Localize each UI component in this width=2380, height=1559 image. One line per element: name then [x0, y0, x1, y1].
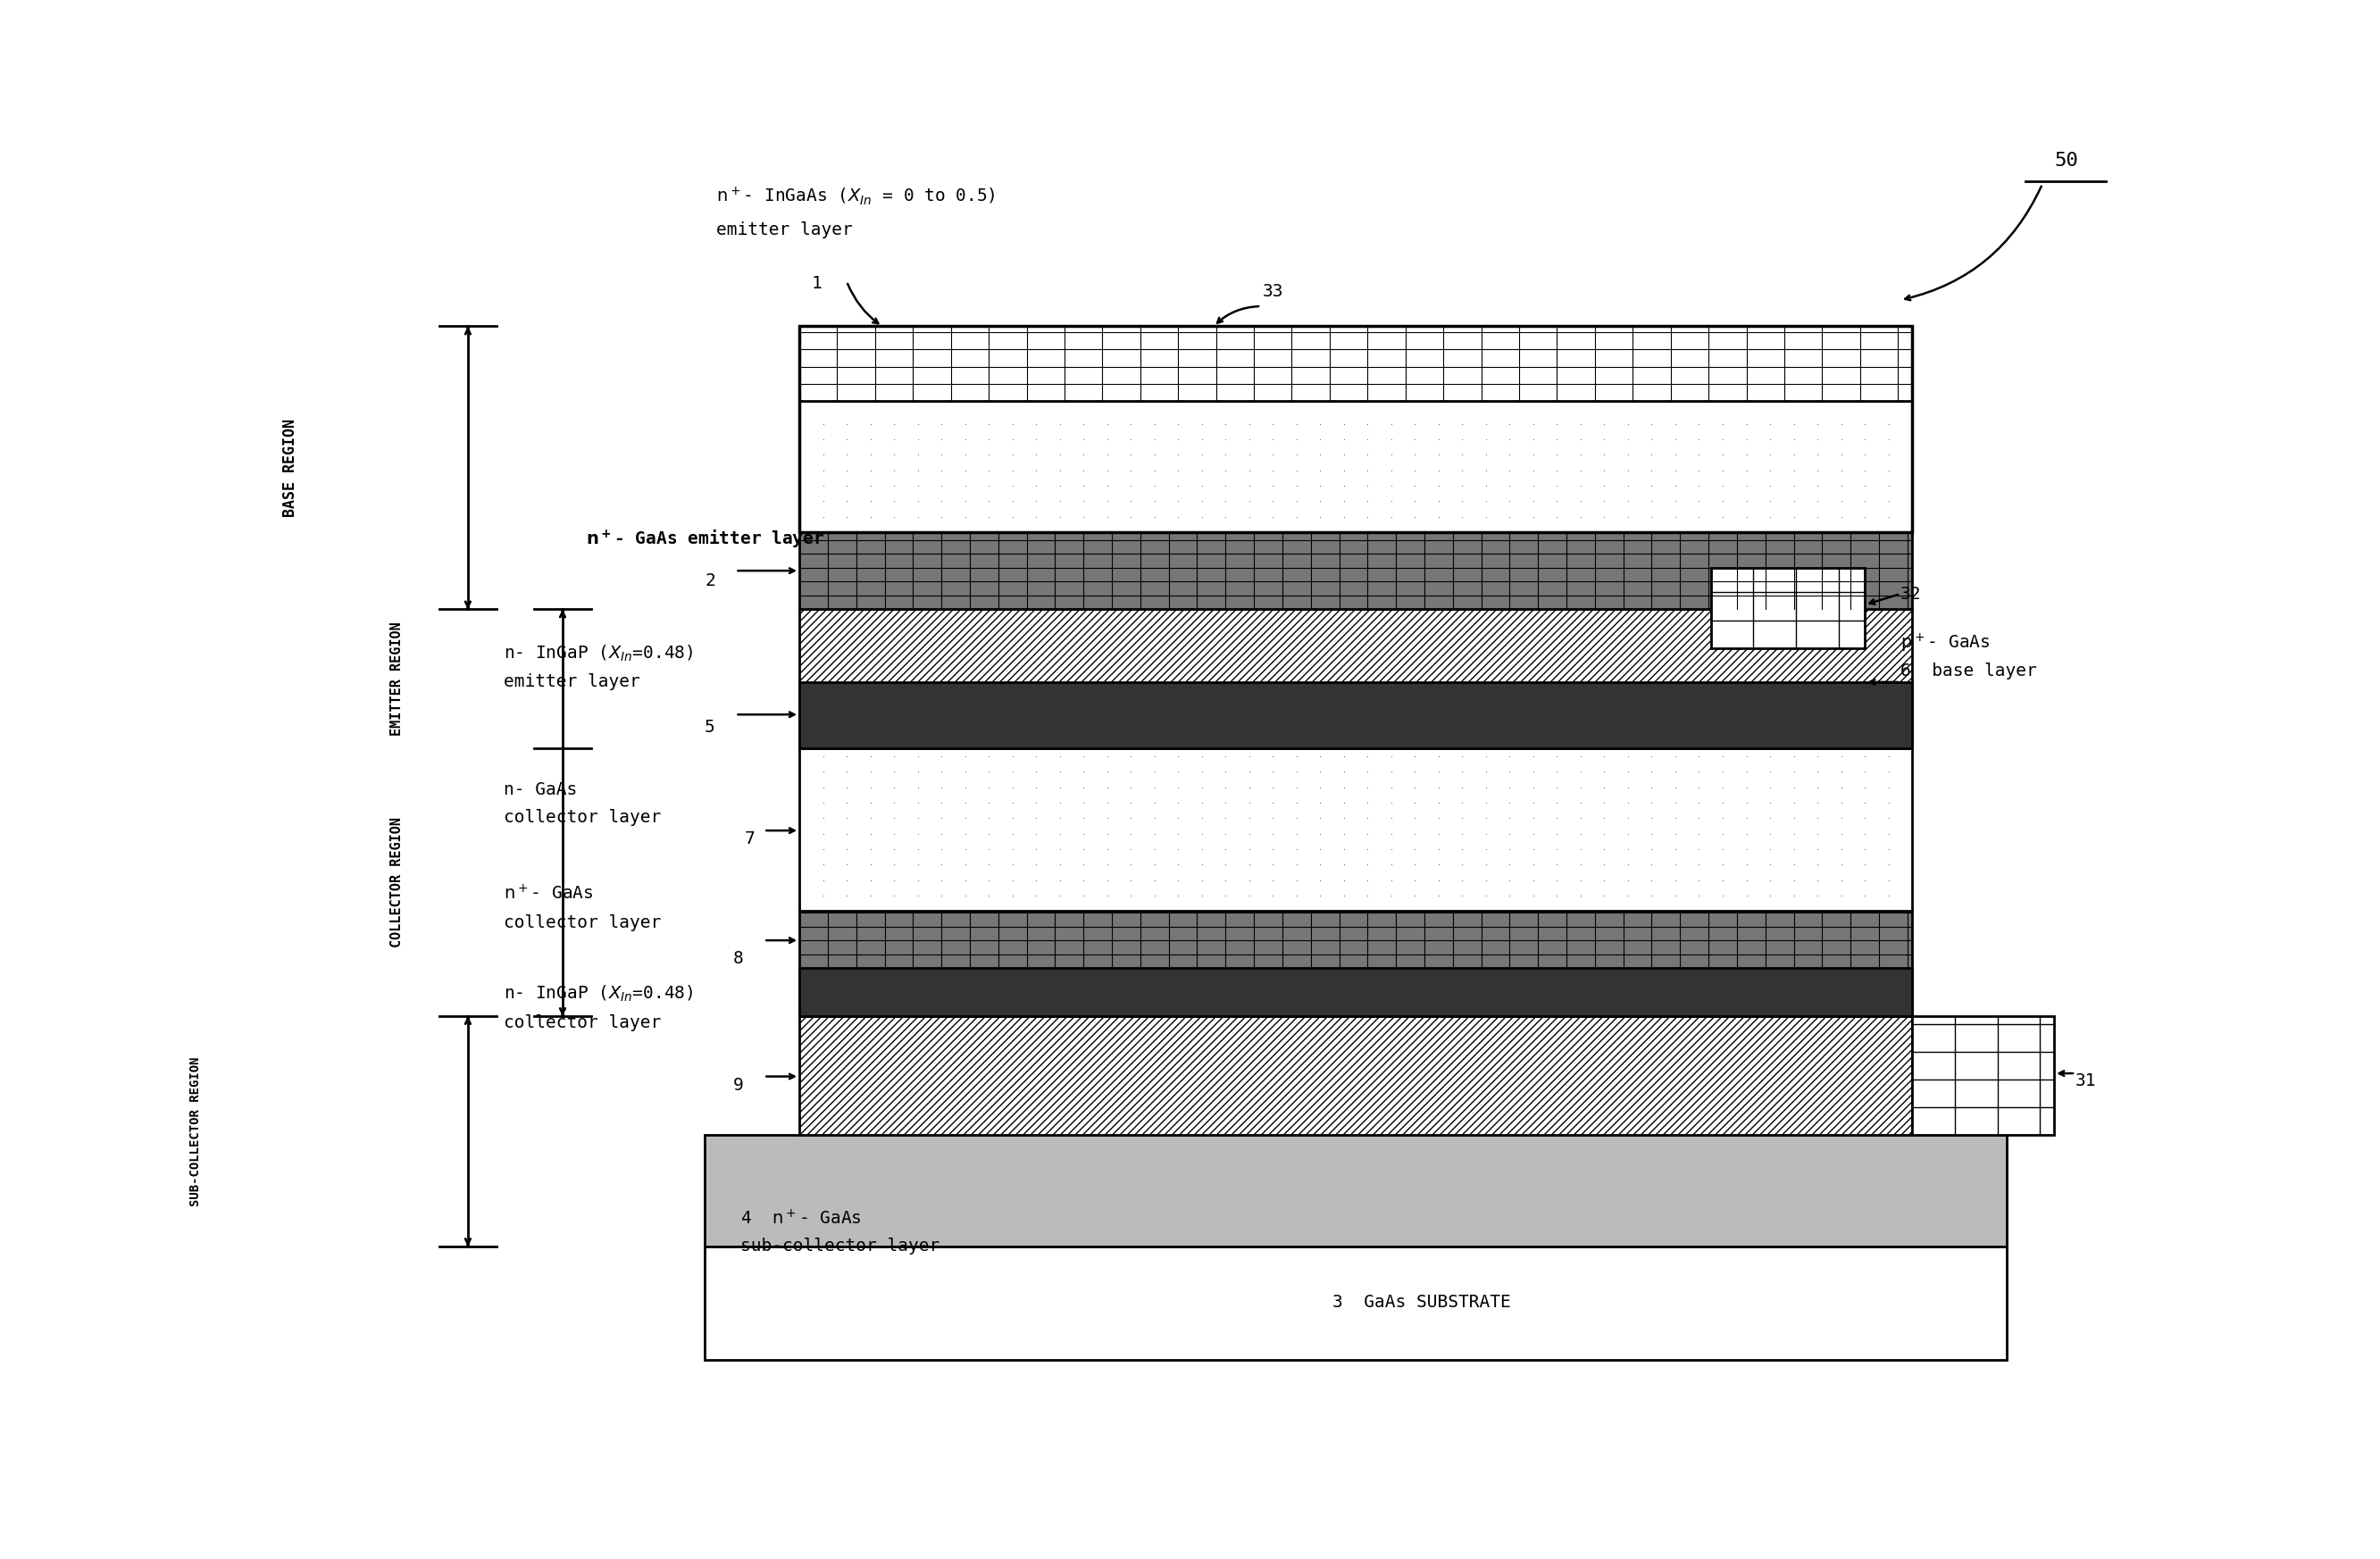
Bar: [800, 326, 1911, 532]
Bar: [800, 910, 1911, 968]
Text: $\mathsf{p^+}$- GaAs: $\mathsf{p^+}$- GaAs: [1899, 631, 1990, 655]
Text: 8: 8: [733, 949, 743, 967]
Text: 50: 50: [2054, 151, 2078, 170]
Bar: [800, 968, 1911, 1016]
Bar: [800, 610, 1911, 683]
Text: SUB-COLLECTOR REGION: SUB-COLLECTOR REGION: [190, 1057, 202, 1207]
Bar: [800, 1016, 1911, 1135]
Bar: [1911, 1016, 2054, 1135]
Bar: [800, 968, 1911, 1016]
Text: collector layer: collector layer: [505, 1015, 662, 1032]
Bar: [704, 1247, 2006, 1359]
Text: BASE REGION: BASE REGION: [283, 419, 298, 518]
Text: $\mathbf{n^+}$- GaAs emitter layer: $\mathbf{n^+}$- GaAs emitter layer: [585, 529, 826, 550]
Text: collector layer: collector layer: [505, 914, 662, 931]
Text: n- GaAs: n- GaAs: [505, 781, 576, 798]
Text: n- InGaP ($X_{In}$=0.48): n- InGaP ($X_{In}$=0.48): [505, 644, 693, 664]
Text: 31: 31: [2075, 1073, 2097, 1090]
Text: 6  base layer: 6 base layer: [1899, 663, 2037, 680]
Bar: [800, 532, 1911, 610]
Text: 5: 5: [704, 719, 714, 736]
Bar: [1711, 567, 1866, 649]
Text: 9: 9: [733, 1076, 743, 1093]
Text: EMITTER REGION: EMITTER REGION: [390, 622, 405, 736]
Text: 7: 7: [745, 831, 754, 848]
Text: 3  GaAs SUBSTRATE: 3 GaAs SUBSTRATE: [1333, 1294, 1511, 1311]
Bar: [800, 683, 1911, 748]
Text: 1: 1: [812, 276, 821, 292]
Bar: [800, 683, 1911, 748]
Text: sub-collector layer: sub-collector layer: [740, 1238, 940, 1255]
Text: 32: 32: [1899, 586, 1921, 602]
Text: emitter layer: emitter layer: [716, 221, 852, 239]
Text: $\mathsf{n^+}$- InGaAs ($X_{In}$ = 0 to 0.5): $\mathsf{n^+}$- InGaAs ($X_{In}$ = 0 to …: [716, 186, 995, 207]
Text: collector layer: collector layer: [505, 809, 662, 826]
Text: emitter layer: emitter layer: [505, 673, 640, 689]
Text: 2: 2: [704, 572, 714, 589]
Bar: [800, 748, 1911, 910]
Bar: [704, 1135, 2006, 1247]
Text: $\mathsf{n^+}$- GaAs: $\mathsf{n^+}$- GaAs: [505, 884, 593, 903]
Bar: [800, 326, 1911, 401]
Text: 33: 33: [1261, 284, 1283, 299]
Bar: [800, 401, 1911, 532]
Text: 4  $\mathsf{n^+}$- GaAs: 4 $\mathsf{n^+}$- GaAs: [740, 1210, 862, 1228]
Text: n- InGaP ($X_{In}$=0.48): n- InGaP ($X_{In}$=0.48): [505, 984, 693, 1004]
Text: COLLECTOR REGION: COLLECTOR REGION: [390, 817, 405, 948]
